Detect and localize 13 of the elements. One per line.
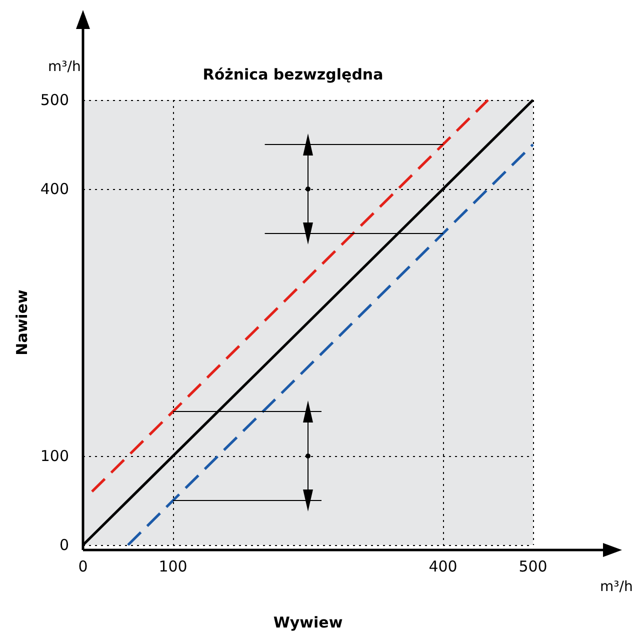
y-tick-label: 0 (59, 536, 69, 554)
x-tick-label: 100 (158, 558, 188, 576)
y-tick-label: 400 (40, 180, 69, 198)
text: m³/h (48, 59, 81, 75)
y-tick-label: 100 (40, 447, 69, 465)
chart-title: Różnica bezwzględna (202, 66, 384, 84)
y-tick-label: 500 (40, 91, 69, 109)
x-tick-label: 400 (428, 558, 458, 576)
x-axis-title: Wywiew (273, 614, 343, 632)
y-axis-title: Nawiew (12, 290, 31, 356)
x-tick-label: 500 (518, 558, 548, 576)
text: m³/h (600, 579, 633, 595)
x-tick-label: 0 (78, 558, 88, 576)
